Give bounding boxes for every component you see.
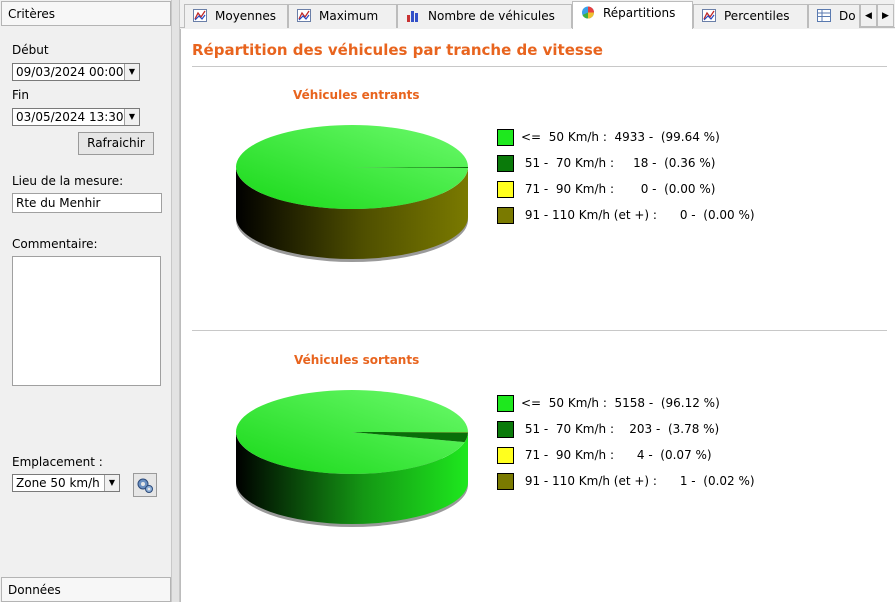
divider: [192, 66, 887, 67]
chevron-left-icon: ◀: [865, 11, 872, 21]
chevron-right-icon: ▶: [882, 11, 889, 21]
legend-label: <= 50 Km/h : 4933 - (99.64 %): [521, 130, 720, 144]
pie-side: [236, 432, 468, 524]
fin-value: 03/05/2024 13:30: [16, 110, 124, 124]
chart-title-sortants: Véhicules sortants: [294, 353, 420, 367]
tab-label: Moyennes: [215, 9, 277, 23]
line-chart-icon: [297, 9, 311, 22]
legend-swatch: [497, 207, 514, 224]
tab-label: Répartitions: [603, 6, 676, 20]
pie-side: [236, 167, 468, 259]
pie-chart-icon: [582, 6, 594, 19]
debut-label: Début: [12, 43, 49, 57]
refresh-button[interactable]: Rafraichir: [78, 132, 154, 155]
tab-bar: Moyennes Maximum Nombre de véhicules Rép…: [180, 0, 895, 29]
legend-label: 71 - 90 Km/h : 0 - (0.00 %): [521, 182, 716, 196]
splitter[interactable]: [172, 0, 180, 602]
pie-slice-2: [352, 432, 468, 443]
tab-label: Do: [839, 9, 856, 23]
tab-label: Maximum: [319, 9, 379, 23]
legend-label: 51 - 70 Km/h : 18 - (0.36 %): [521, 156, 716, 170]
emplacement-select[interactable]: Zone 50 km/h ▼: [12, 474, 120, 492]
settings-button[interactable]: [133, 473, 157, 497]
chevron-down-icon[interactable]: ▼: [124, 64, 139, 80]
legend-swatch: [497, 473, 514, 490]
tab-moyennes[interactable]: Moyennes: [184, 4, 288, 28]
repartitions-panel: Répartition des véhicules par tranche de…: [180, 29, 895, 602]
lieu-input[interactable]: Rte du Menhir: [12, 193, 162, 213]
commentaire-label: Commentaire:: [12, 237, 98, 251]
legend-label: 91 - 110 Km/h (et +) : 0 - (0.00 %): [521, 208, 755, 222]
fin-datetime-picker[interactable]: 03/05/2024 13:30 ▼: [12, 108, 140, 126]
legend-swatch: [497, 421, 514, 438]
legend-swatch: [497, 181, 514, 198]
tab-maximum[interactable]: Maximum: [288, 4, 397, 28]
chevron-down-icon[interactable]: ▼: [104, 475, 119, 491]
table-icon: [817, 9, 831, 22]
legend-swatch: [497, 129, 514, 146]
legend-label: <= 50 Km/h : 5158 - (96.12 %): [521, 396, 720, 410]
legend-swatch: [497, 155, 514, 172]
legend-label: 91 - 110 Km/h (et +) : 1 - (0.02 %): [521, 474, 755, 488]
lieu-label: Lieu de la mesure:: [12, 174, 124, 188]
pie-chart-entrants: [236, 125, 468, 262]
legend-label: 71 - 90 Km/h : 4 - (0.07 %): [521, 448, 712, 462]
tab-repartitions[interactable]: Répartitions: [572, 1, 693, 29]
emplacement-label: Emplacement :: [12, 455, 103, 469]
commentaire-textarea[interactable]: [12, 256, 161, 386]
tab-donnees[interactable]: Do: [808, 4, 860, 28]
pie-slice-1: [236, 390, 468, 474]
donnees-header[interactable]: Données: [1, 577, 171, 602]
emplacement-value: Zone 50 km/h: [16, 476, 100, 490]
debut-datetime-picker[interactable]: 09/03/2024 00:00 ▼: [12, 63, 140, 81]
fin-label: Fin: [12, 88, 29, 102]
tab-nombre-vehicules[interactable]: Nombre de véhicules: [397, 4, 572, 28]
tab-label: Percentiles: [724, 9, 790, 23]
divider: [192, 330, 887, 331]
tab-scroll-left-button[interactable]: ◀: [860, 4, 877, 27]
criteria-header[interactable]: Critères: [1, 1, 171, 26]
legend-swatch: [497, 447, 514, 464]
debut-value: 09/03/2024 00:00: [16, 65, 124, 79]
line-chart-icon: [702, 9, 716, 22]
pie-slice-1: [236, 125, 468, 209]
bar-chart-icon: [407, 11, 418, 22]
gears-icon: [137, 478, 153, 493]
legend-swatch: [497, 395, 514, 412]
criteria-panel: Critères Début 09/03/2024 00:00 ▼ Fin 03…: [0, 0, 172, 602]
tab-label: Nombre de véhicules: [428, 9, 555, 23]
line-chart-icon: [193, 9, 207, 22]
legend-label: 51 - 70 Km/h : 203 - (3.78 %): [521, 422, 720, 436]
pie-chart-sortants: [236, 390, 468, 527]
page-title: Répartition des véhicules par tranche de…: [192, 41, 603, 59]
chart-title-entrants: Véhicules entrants: [293, 88, 420, 102]
pie-slice-2: [352, 167, 468, 168]
chevron-down-icon[interactable]: ▼: [124, 109, 139, 125]
tab-scroll-right-button[interactable]: ▶: [877, 4, 894, 27]
tab-percentiles[interactable]: Percentiles: [693, 4, 808, 28]
